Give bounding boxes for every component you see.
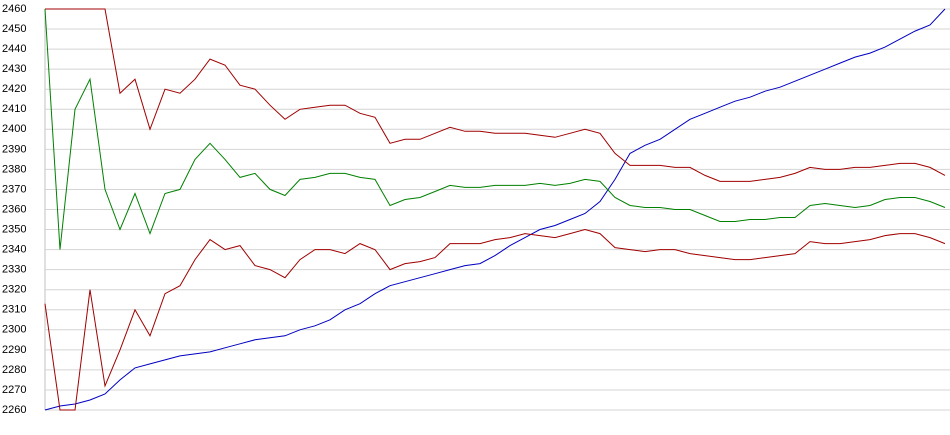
y-tick-label: 2300 xyxy=(2,324,26,336)
series-line xyxy=(45,8,946,182)
y-tick-label: 2390 xyxy=(2,143,26,155)
y-tick-label: 2380 xyxy=(2,163,26,175)
series-line xyxy=(44,228,946,411)
y-tick-label: 2350 xyxy=(2,223,26,235)
y-tick-label: 2360 xyxy=(2,203,26,215)
y-tick-label: 2330 xyxy=(2,264,26,276)
y-tick-label: 2370 xyxy=(2,183,26,195)
y-tick-label: 2310 xyxy=(2,304,26,316)
y-tick-label: 2450 xyxy=(2,23,26,35)
y-tick-label: 2270 xyxy=(2,384,26,396)
y-tick-label: 2440 xyxy=(2,43,26,55)
y-tick-label: 2410 xyxy=(2,103,26,115)
y-tick-label: 2400 xyxy=(2,123,26,135)
y-tick-label: 2460 xyxy=(2,3,26,15)
y-tick-label: 2420 xyxy=(2,83,26,95)
y-tick-label: 2290 xyxy=(2,344,26,356)
y-tick-label: 2280 xyxy=(2,364,26,376)
y-tick-label: 2340 xyxy=(2,244,26,256)
series-line xyxy=(44,8,946,411)
series-line xyxy=(44,8,946,250)
y-tick-label: 2320 xyxy=(2,284,26,296)
y-tick-label: 2430 xyxy=(2,63,26,75)
y-tick-label: 2260 xyxy=(2,404,26,416)
